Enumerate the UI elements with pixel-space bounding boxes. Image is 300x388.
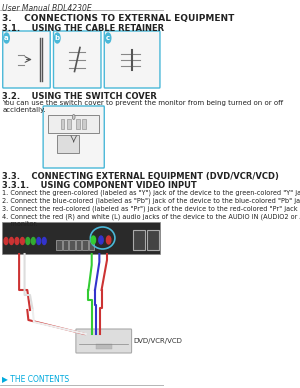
Bar — [82, 240, 88, 250]
Bar — [2, 222, 160, 254]
Circle shape — [91, 236, 95, 244]
Bar — [76, 240, 81, 250]
Circle shape — [15, 237, 19, 244]
Bar — [57, 135, 79, 153]
FancyBboxPatch shape — [3, 31, 50, 88]
Bar — [69, 240, 75, 250]
Circle shape — [20, 237, 24, 244]
Circle shape — [106, 236, 111, 244]
Circle shape — [42, 237, 46, 244]
Text: User Manual BDL4230E: User Manual BDL4230E — [2, 4, 92, 13]
Text: 1. Connect the green-colored (labeled as "Y") jack of the device to the green-co: 1. Connect the green-colored (labeled as… — [2, 190, 300, 196]
FancyBboxPatch shape — [76, 329, 132, 353]
Bar — [133, 230, 145, 250]
Bar — [76, 119, 80, 129]
Text: 3.    CONNECTIONS TO EXTERNAL EQUIPMENT: 3. CONNECTIONS TO EXTERNAL EQUIPMENT — [2, 14, 235, 23]
Bar — [95, 344, 112, 349]
Circle shape — [55, 33, 60, 43]
Text: a: a — [4, 35, 9, 41]
Bar — [63, 240, 68, 250]
Text: 3.3.1.    USING COMPONENT VIDEO INPUT: 3.3.1. USING COMPONENT VIDEO INPUT — [2, 181, 197, 190]
Text: 3.3.    CONNECTING EXTERNAL EQUIPMENT (DVD/VCR/VCD): 3.3. CONNECTING EXTERNAL EQUIPMENT (DVD/… — [2, 172, 279, 181]
Circle shape — [4, 237, 8, 244]
Bar — [82, 119, 86, 129]
Bar — [67, 119, 71, 129]
Text: 4. Connect the red (R) and white (L) audio jacks of the device to the AUDIO IN (: 4. Connect the red (R) and white (L) aud… — [2, 214, 300, 227]
Circle shape — [99, 236, 103, 244]
Bar — [89, 240, 94, 250]
Text: c: c — [106, 35, 110, 41]
Text: 2. Connect the blue-colored (labeled as "Pb") jack of the device to the blue-col: 2. Connect the blue-colored (labeled as … — [2, 198, 300, 204]
Circle shape — [37, 237, 41, 244]
Bar — [147, 230, 159, 250]
Text: 3. Connect the red-colored (labeled as "Pr") jack of the device to the red-color: 3. Connect the red-colored (labeled as "… — [2, 206, 300, 213]
Text: 3.2.    USING THE SWITCH COVER: 3.2. USING THE SWITCH COVER — [2, 92, 157, 101]
Circle shape — [10, 237, 14, 244]
Circle shape — [4, 33, 9, 43]
FancyBboxPatch shape — [53, 31, 101, 88]
FancyBboxPatch shape — [43, 106, 104, 168]
Circle shape — [105, 33, 111, 43]
FancyBboxPatch shape — [104, 31, 160, 88]
Text: ▶ THE CONTENTS: ▶ THE CONTENTS — [2, 374, 69, 383]
Text: 3.1.    USING THE CABLE RETAINER: 3.1. USING THE CABLE RETAINER — [2, 24, 164, 33]
Circle shape — [26, 237, 30, 244]
Bar — [56, 240, 62, 250]
Text: You can use the switch cover to prevent the monitor from being turned on or off : You can use the switch cover to prevent … — [2, 100, 283, 113]
Circle shape — [72, 114, 75, 120]
Text: DVD/VCR/VCD: DVD/VCR/VCD — [133, 338, 182, 344]
Bar — [61, 119, 64, 129]
Text: b: b — [55, 35, 60, 41]
Bar — [48, 115, 99, 133]
Circle shape — [32, 237, 35, 244]
